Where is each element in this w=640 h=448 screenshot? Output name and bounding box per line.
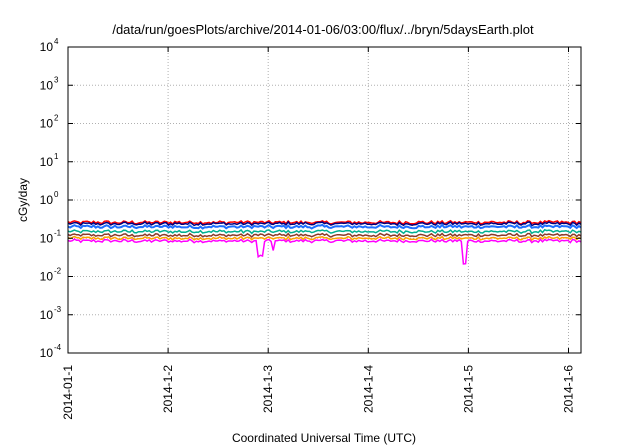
y-tick-label: 10 — [40, 78, 54, 92]
grid — [68, 47, 581, 353]
series-line — [67, 235, 582, 242]
chart-title: /data/run/goesPlots/archive/2014-01-06/0… — [112, 22, 534, 37]
y-tick-exponent: 4 — [54, 37, 59, 46]
x-ticks: 2014-01-1 2014-1-2 2014-1-3 2014-1-4 2014-1-… — [61, 47, 575, 420]
y-tick-exponent: -2 — [54, 267, 62, 276]
series-line — [67, 238, 582, 265]
x-tick-label: 2014-1-2 — [161, 365, 175, 413]
series-line — [67, 228, 582, 235]
y-tick-label: 10 — [40, 155, 54, 169]
y-tick-exponent: 2 — [54, 114, 59, 123]
series-group — [67, 219, 582, 265]
y-tick-label: 10 — [40, 231, 54, 245]
y-tick-label: 10 — [40, 308, 54, 322]
y-tick-exponent: 3 — [54, 75, 59, 84]
x-tick-label: 2014-1-5 — [461, 365, 475, 413]
x-tick-label: 2014-1-3 — [261, 365, 275, 413]
x-tick-label: 2014-01-1 — [61, 365, 75, 420]
y-tick-label: 10 — [40, 193, 54, 207]
y-tick-label: 10 — [40, 40, 54, 54]
y-tick-label: 10 — [40, 270, 54, 284]
x-axis-label: Coordinated Universal Time (UTC) — [232, 431, 416, 445]
y-tick-exponent: 0 — [54, 190, 59, 199]
y-tick-exponent: -4 — [54, 343, 62, 352]
series-line — [67, 232, 582, 239]
x-tick-label: 2014-1-4 — [361, 365, 375, 413]
y-tick-exponent: -1 — [54, 228, 62, 237]
y-tick-exponent: 1 — [54, 152, 59, 161]
y-tick-label: 10 — [40, 117, 54, 131]
y-axis-label: cGy/day — [16, 178, 30, 222]
plot-frame — [67, 46, 582, 354]
series-line — [67, 220, 582, 227]
series-line — [67, 223, 582, 230]
y-tick-exponent: -3 — [54, 305, 62, 314]
series-line — [67, 219, 582, 226]
y-tick-label: 10 — [40, 346, 54, 360]
x-tick-label: 2014-1-6 — [561, 365, 575, 413]
